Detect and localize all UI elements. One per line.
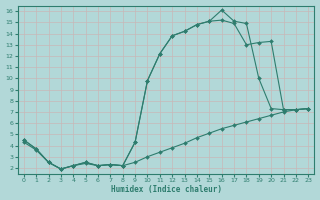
X-axis label: Humidex (Indice chaleur): Humidex (Indice chaleur) [110, 185, 221, 194]
